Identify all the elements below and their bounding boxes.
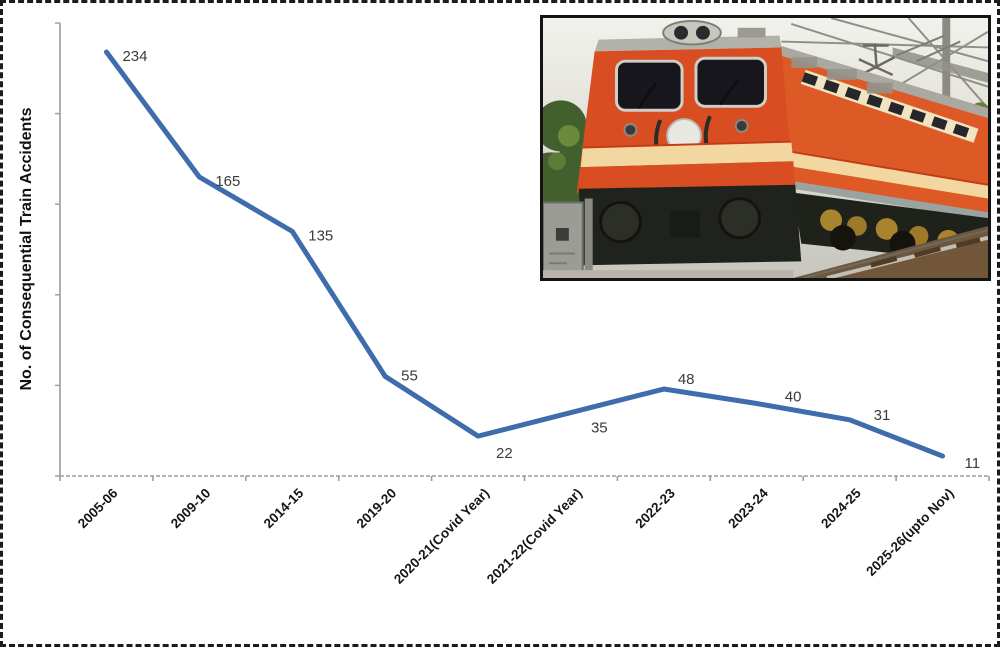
marker-light-left: [623, 122, 638, 137]
data-label-1: 165: [215, 173, 240, 190]
x-tick-label-7: 2023-24: [725, 485, 771, 531]
data-label-0: 234: [122, 48, 147, 65]
data-label-7: 40: [785, 389, 802, 406]
data-label-2: 135: [308, 227, 333, 244]
trend-line-series: [103, 49, 946, 459]
x-tick-label-6: 2022-23: [632, 485, 678, 531]
x-tick-label-3: 2019-20: [354, 486, 400, 532]
windshield-left: [615, 59, 684, 112]
x-tick-label-0: 2005-06: [75, 485, 121, 531]
locomotive-illustration: [543, 18, 988, 278]
x-tick-label-9: 2025-26(upto Nov): [863, 486, 956, 579]
locomotive-roofline: [779, 45, 988, 119]
trend-line: [103, 49, 946, 459]
data-label-3: 55: [401, 367, 418, 384]
wheel: [830, 225, 856, 251]
x-tick-label-4: 2020-21(Covid Year): [391, 486, 492, 587]
x-tick-label-8: 2024-25: [818, 485, 864, 531]
locomotive-side: [779, 45, 988, 221]
buffer-right: [718, 197, 762, 240]
wipers: [637, 80, 739, 109]
marker-light-right: [734, 119, 749, 133]
data-label-9: 11: [965, 455, 981, 472]
headlight-pod: [662, 19, 722, 46]
y-axis-title: No. of Consequential Train Accidents: [18, 107, 35, 390]
locomotive-photo: [540, 15, 991, 281]
x-axis-labels: 2005-06 2009-10 2014-15 2019-202020-21(Covi…: [75, 485, 957, 587]
data-label-8: 31: [874, 407, 891, 424]
coupler: [670, 210, 700, 238]
data-label-5: 35: [591, 420, 608, 437]
data-label-6: 48: [678, 371, 695, 388]
x-tick-label-5: 2021-22(Covid Year): [484, 486, 585, 587]
chart-axes: [55, 22, 990, 481]
headlight: [674, 25, 689, 40]
x-tick-label-2: 2014-15: [261, 485, 307, 531]
locomotive-front: [576, 19, 802, 266]
side-skirt: [791, 180, 988, 221]
front-cream-band: [580, 141, 794, 168]
data-labels: 234 165 135 55 22 35 48 40 31 11: [122, 48, 980, 472]
data-label-4: 22: [496, 445, 513, 462]
side-cream-band: [789, 151, 988, 199]
side-windows: [801, 72, 978, 141]
railway-track: [793, 226, 988, 278]
headlight: [695, 25, 710, 40]
lineside-box: [543, 198, 593, 278]
windshield-right: [694, 56, 767, 108]
foreground-ballast: [543, 270, 794, 278]
catenary-mast: [892, 18, 988, 112]
buffer-left: [599, 200, 642, 244]
x-tick-label-1: 2009-10: [168, 486, 214, 532]
